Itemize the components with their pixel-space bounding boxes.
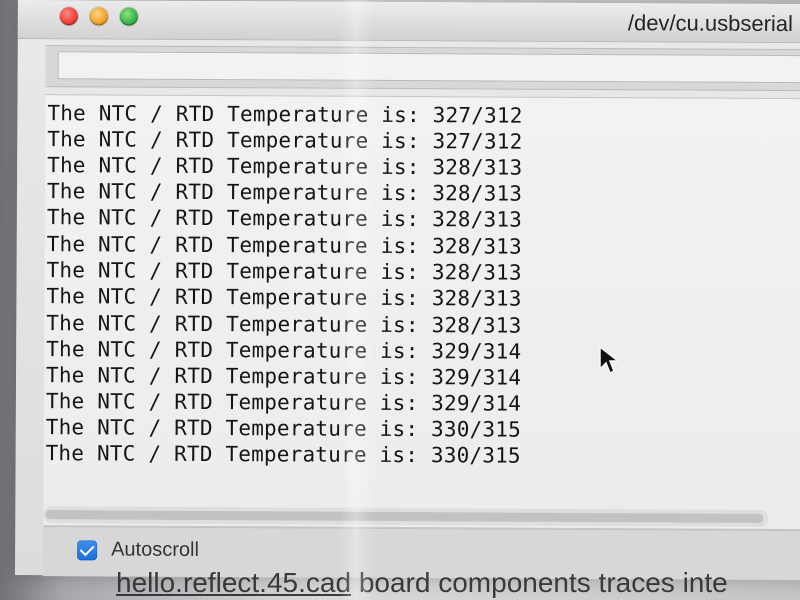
console-line: The NTC / RTD Temperature is: 330/315 (45, 441, 521, 468)
mouse-pointer-icon (599, 345, 618, 375)
minimize-window-button[interactable] (89, 7, 108, 26)
console-line: The NTC / RTD Temperature is: 328/313 (46, 205, 523, 232)
console-line: The NTC / RTD Temperature is: 328/313 (46, 258, 522, 285)
console-line: The NTC / RTD Temperature is: 329/314 (46, 337, 522, 364)
console-line: The NTC / RTD Temperature is: 327/312 (47, 127, 523, 154)
autoscroll-label: Autoscroll (111, 538, 199, 561)
title-bar: /dev/cu.usbserial (17, 0, 800, 44)
background-page-text: hello.reflect.45.cad board components tr… (116, 568, 728, 598)
background-description-text: board components traces inte (351, 567, 728, 598)
console-line: The NTC / RTD Temperature is: 328/313 (46, 232, 522, 259)
send-input-area (45, 45, 800, 92)
serial-send-input[interactable] (57, 51, 800, 84)
console-line: The NTC / RTD Temperature is: 328/313 (46, 179, 523, 206)
window-title: /dev/cu.usbserial (627, 10, 794, 37)
maximize-window-button[interactable] (119, 7, 138, 26)
console-line: The NTC / RTD Temperature is: 329/314 (45, 363, 522, 390)
console-line: The NTC / RTD Temperature is: 327/312 (47, 101, 523, 128)
console-line: The NTC / RTD Temperature is: 329/314 (45, 389, 522, 416)
close-window-button[interactable] (59, 7, 78, 26)
console-line: The NTC / RTD Temperature is: 328/313 (47, 153, 523, 180)
background-link-text: hello.reflect.45.cad (116, 567, 352, 598)
console-line: The NTC / RTD Temperature is: 328/313 (46, 311, 522, 338)
serial-monitor-window: /dev/cu.usbserial The NTC / RTD Temperat… (14, 0, 800, 581)
checkmark-icon (79, 541, 95, 557)
scrollbar-thumb[interactable] (45, 510, 764, 523)
serial-output-console: The NTC / RTD Temperature is: 327/312 Th… (43, 94, 800, 531)
console-line: The NTC / RTD Temperature is: 330/315 (45, 415, 522, 442)
autoscroll-checkbox[interactable] (77, 540, 98, 561)
console-line: The NTC / RTD Temperature is: 328/313 (46, 284, 522, 311)
